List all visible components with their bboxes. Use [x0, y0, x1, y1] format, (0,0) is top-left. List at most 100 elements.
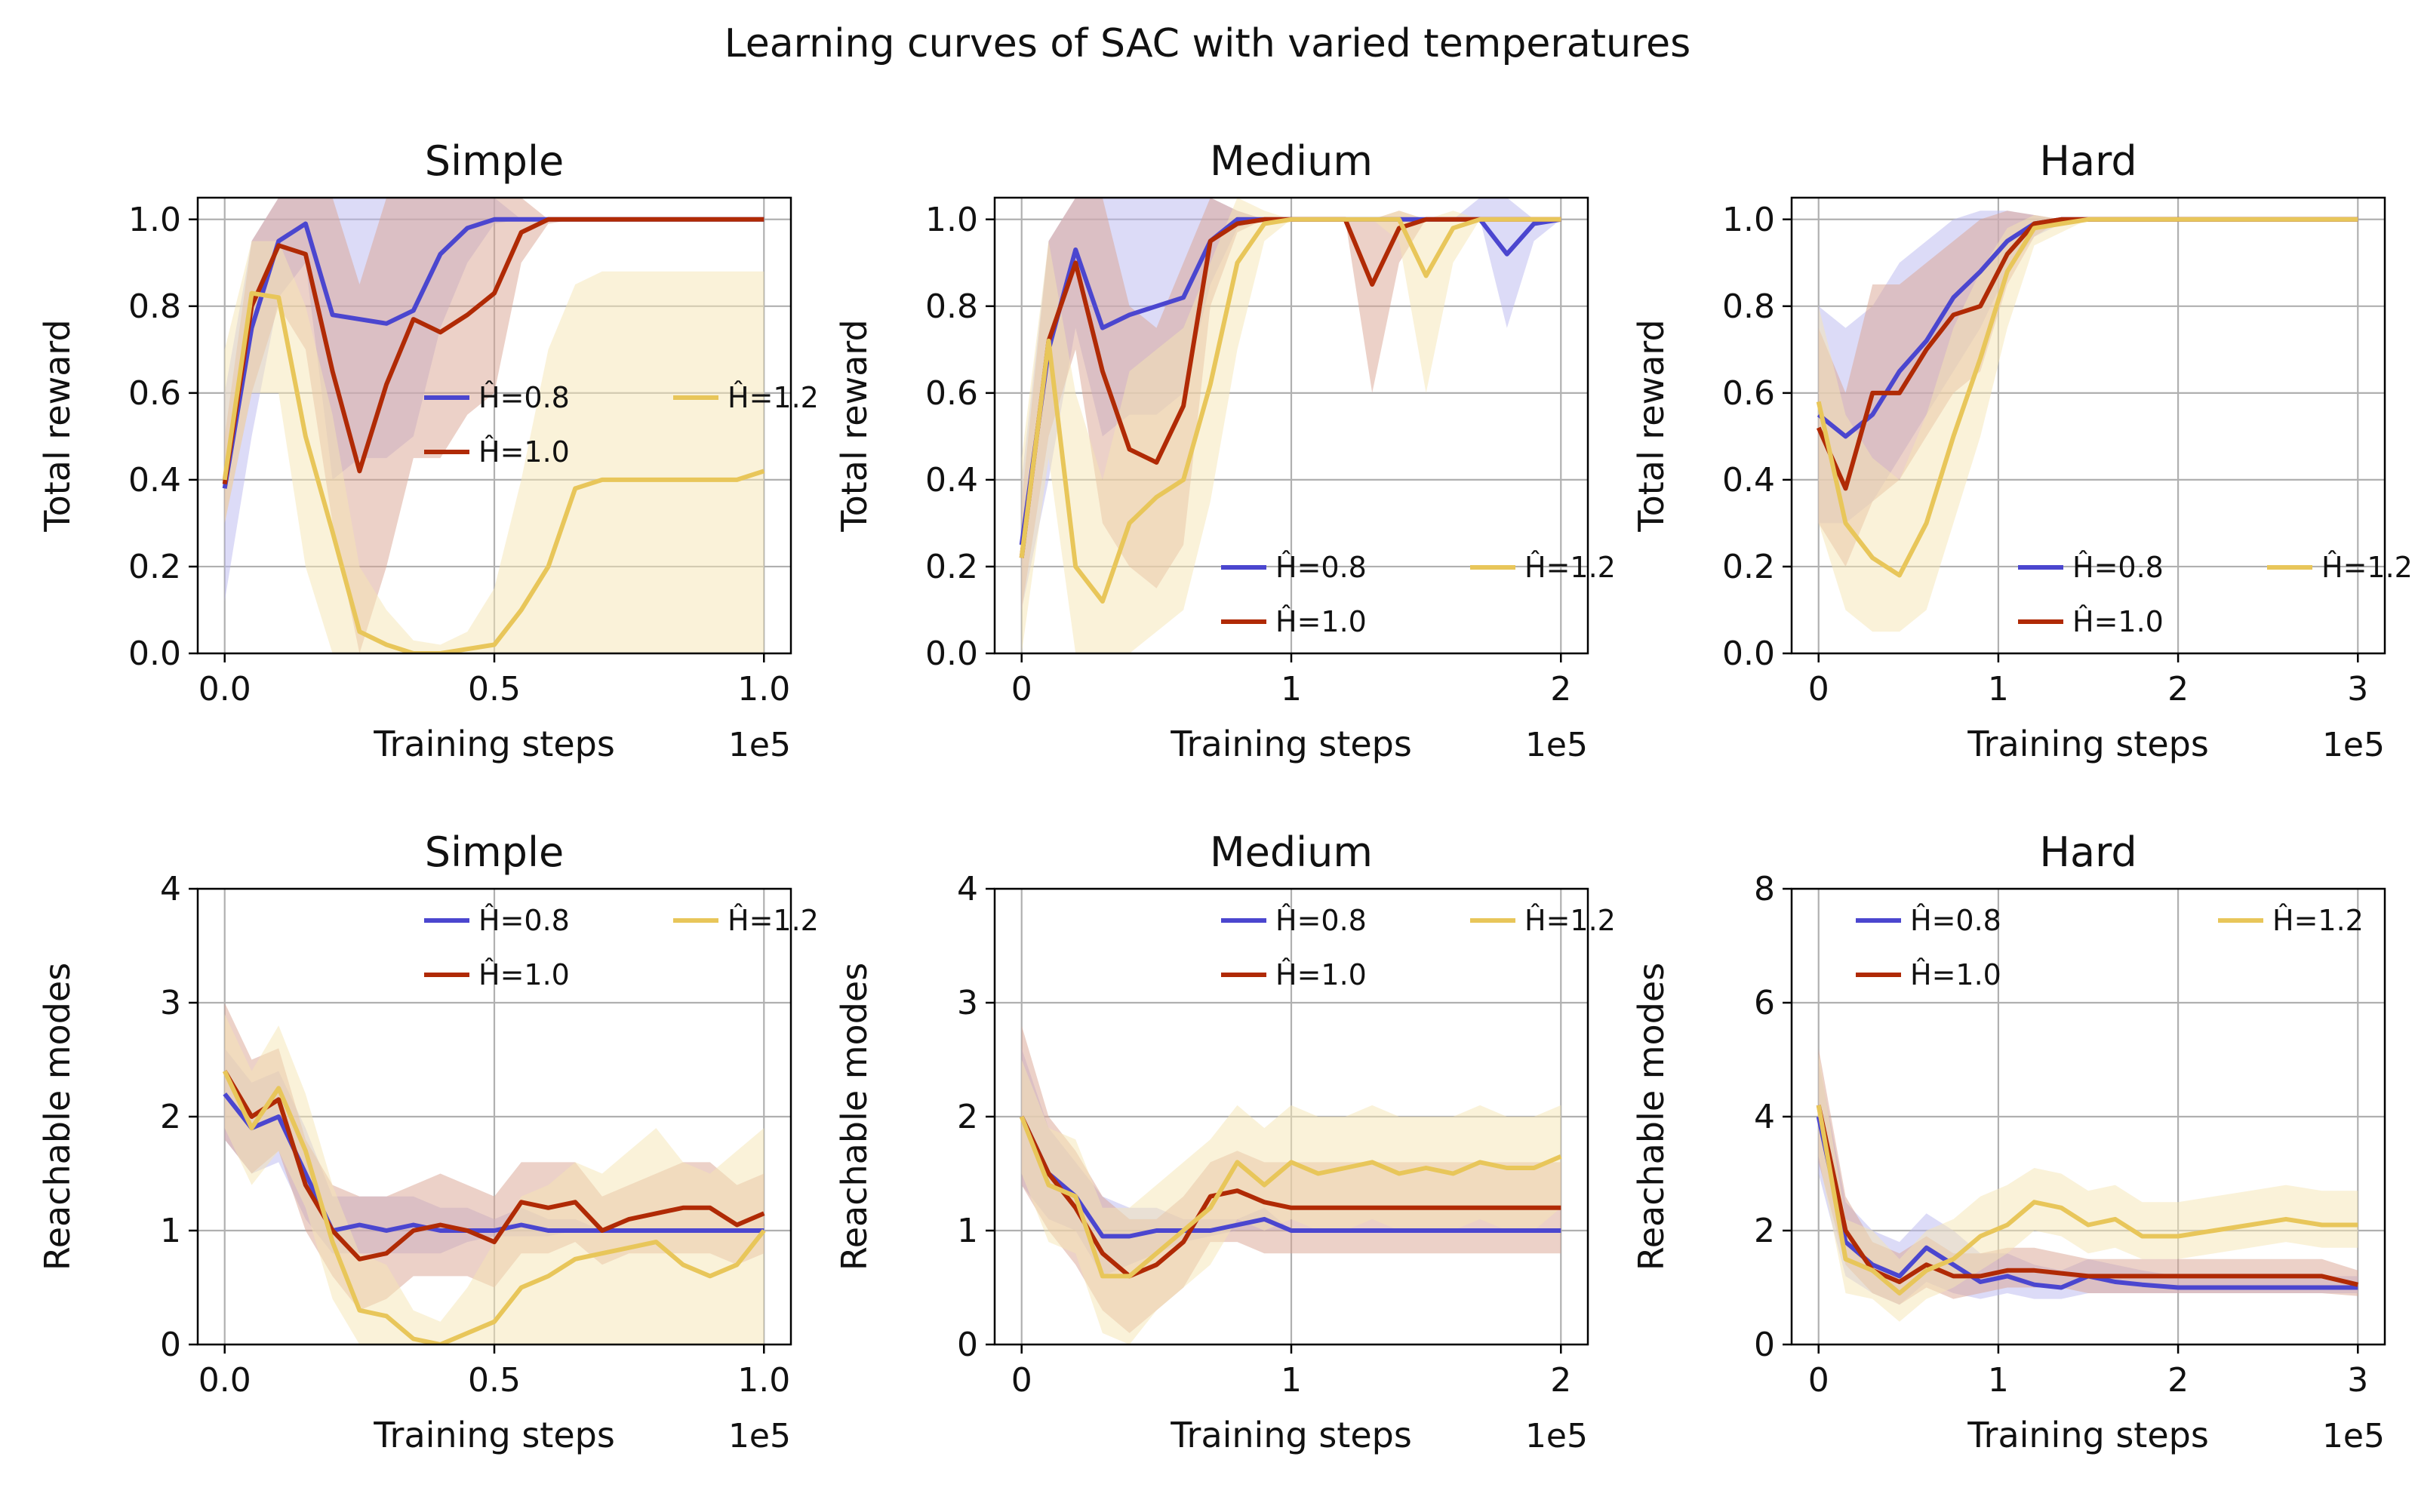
y-tick-label: 0.2 — [128, 548, 181, 586]
x-axis-label: Training steps — [1170, 1415, 1412, 1455]
y-axis-label: Total reward — [834, 319, 875, 532]
x-tick-label: 0 — [1808, 670, 1829, 708]
x-axis-multiplier: 1e5 — [2322, 1417, 2385, 1455]
x-tick-label: 1.0 — [737, 1361, 790, 1400]
series-line — [1816, 217, 2358, 578]
legend-entry: Ĥ=1.0 — [2018, 605, 2164, 638]
legend-label: Ĥ=1.2 — [2321, 551, 2413, 584]
series-line — [1816, 1116, 2358, 1290]
y-tick-label: 0 — [1754, 1326, 1775, 1364]
x-axis-multiplier: 1e5 — [1525, 1417, 1588, 1455]
legend: Ĥ=0.8 Ĥ=1.0 Ĥ=1.2 — [1221, 551, 1616, 638]
y-axis-label: Reachable modes — [1631, 963, 1672, 1271]
legend: Ĥ=0.8 Ĥ=1.0 Ĥ=1.2 — [2018, 551, 2413, 638]
plot-area — [222, 198, 765, 653]
confidence-band — [224, 241, 764, 653]
legend-label: Ĥ=1.2 — [1524, 904, 1616, 937]
legend-entry: Ĥ=0.8 — [2018, 551, 2164, 584]
legend-label: Ĥ=1.2 — [2272, 904, 2364, 937]
x-tick-label: 1 — [1281, 670, 1302, 708]
y-tick-label: 0.4 — [128, 461, 181, 499]
y-tick-label: 0.6 — [128, 374, 181, 413]
legend-label: Ĥ=1.2 — [728, 904, 819, 937]
subplot-5: 0 1 2 0 1 2 3 4 Medium Training steps Reachable mo… — [834, 828, 1616, 1455]
y-tick-label: 1 — [957, 1212, 978, 1250]
x-tick-label: 2 — [2167, 670, 2189, 708]
y-tick-label: 2 — [957, 1098, 978, 1136]
legend-label: Ĥ=0.8 — [1275, 551, 1367, 584]
x-tick-label: 0 — [1011, 1361, 1032, 1400]
y-tick-label: 0.8 — [128, 287, 181, 326]
plot-area — [1816, 211, 2358, 632]
y-axis-label: Total reward — [1631, 319, 1672, 532]
y-tick-label: 1 — [160, 1212, 181, 1250]
legend-entry: Ĥ=0.8 — [1221, 551, 1367, 584]
legend-label: Ĥ=0.8 — [2072, 551, 2164, 584]
legend-entry: Ĥ=1.0 — [424, 958, 570, 991]
series-line — [223, 1092, 764, 1233]
legend-entry: Ĥ=0.8 — [424, 381, 570, 414]
x-tick-label: 0 — [1808, 1361, 1829, 1400]
y-tick-label: 0.4 — [925, 461, 978, 499]
x-axis-multiplier: 1e5 — [728, 726, 791, 764]
legend-entry: Ĥ=1.2 — [2267, 551, 2413, 584]
legend: Ĥ=0.8 Ĥ=1.0 Ĥ=1.2 — [1856, 904, 2364, 991]
legend-entry: Ĥ=1.2 — [2218, 904, 2364, 937]
subplot-title: Simple — [425, 828, 564, 876]
legend: Ĥ=0.8 Ĥ=1.0 Ĥ=1.2 — [1221, 904, 1616, 991]
x-tick-label: 2 — [1550, 1361, 1571, 1400]
y-tick-label: 0 — [957, 1326, 978, 1364]
x-tick-label: 3 — [2347, 670, 2368, 708]
confidence-band — [1021, 198, 1561, 653]
series-line — [222, 217, 764, 485]
legend-label: Ĥ=1.0 — [1275, 958, 1367, 991]
y-tick-label: 1.0 — [1722, 201, 1775, 239]
y-tick-label: 1.0 — [128, 201, 181, 239]
series-line — [1816, 1105, 2358, 1287]
y-tick-label: 2 — [1754, 1212, 1775, 1250]
x-axis-multiplier: 1e5 — [1525, 726, 1588, 764]
legend-label: Ĥ=1.0 — [1910, 958, 2001, 991]
legend-entry: Ĥ=1.2 — [673, 381, 819, 414]
legend-entry: Ĥ=1.2 — [673, 904, 819, 937]
x-tick-label: 1 — [1281, 1361, 1302, 1400]
legend-label: Ĥ=1.2 — [728, 381, 819, 414]
x-tick-label: 0.0 — [198, 1361, 251, 1400]
x-tick-label: 2 — [2167, 1361, 2189, 1400]
y-tick-label: 0.0 — [1722, 635, 1775, 673]
x-axis-multiplier: 1e5 — [2322, 726, 2385, 764]
subplot-3: 0 1 2 3 0.0 0.2 0.4 0.6 0.8 1.0 Hard Training steps… — [1631, 137, 2413, 764]
x-axis-label: Training steps — [1170, 724, 1412, 764]
legend-label: Ĥ=1.0 — [478, 958, 570, 991]
legend-label: Ĥ=0.8 — [1910, 904, 2001, 937]
subplot-1: 0.0 0.5 1.0 0.0 0.2 0.4 0.6 0.8 1.0 Simple Trainin… — [37, 137, 819, 764]
y-axis-label: Reachable modes — [37, 963, 78, 1271]
legend-entry: Ĥ=1.0 — [424, 435, 570, 469]
legend-entry: Ĥ=1.0 — [1221, 958, 1367, 991]
y-tick-label: 0.6 — [925, 374, 978, 413]
y-tick-label: 4 — [160, 870, 181, 908]
legend: Ĥ=0.8 Ĥ=1.0 Ĥ=1.2 — [424, 381, 819, 469]
series-line — [1019, 217, 1561, 604]
y-tick-label: 0.2 — [1722, 548, 1775, 586]
plot-area — [1019, 198, 1561, 653]
confidence-band — [1818, 1054, 2358, 1322]
legend: Ĥ=0.8 Ĥ=1.0 Ĥ=1.2 — [424, 904, 819, 991]
legend-entry: Ĥ=1.2 — [1470, 904, 1616, 937]
x-tick-label: 1 — [1988, 1361, 2009, 1400]
subplot-6: 0 1 2 3 0 2 4 6 8 Hard Training steps Reachable mod… — [1631, 828, 2386, 1455]
legend-label: Ĥ=1.0 — [2072, 605, 2164, 638]
y-tick-label: 0.8 — [925, 287, 978, 326]
x-axis-multiplier: 1e5 — [728, 1417, 791, 1455]
confidence-band — [224, 1014, 764, 1345]
legend-entry: Ĥ=1.0 — [1221, 605, 1367, 638]
plot-area — [1019, 1025, 1562, 1345]
confidence-band — [1021, 198, 1561, 610]
subplot-title: Medium — [1210, 828, 1373, 876]
axes-frame — [1790, 196, 2386, 655]
y-tick-label: 2 — [160, 1098, 181, 1136]
series-line — [1019, 1115, 1561, 1279]
legend-label: Ĥ=1.2 — [1524, 551, 1616, 584]
x-tick-label: 0.5 — [468, 670, 521, 708]
